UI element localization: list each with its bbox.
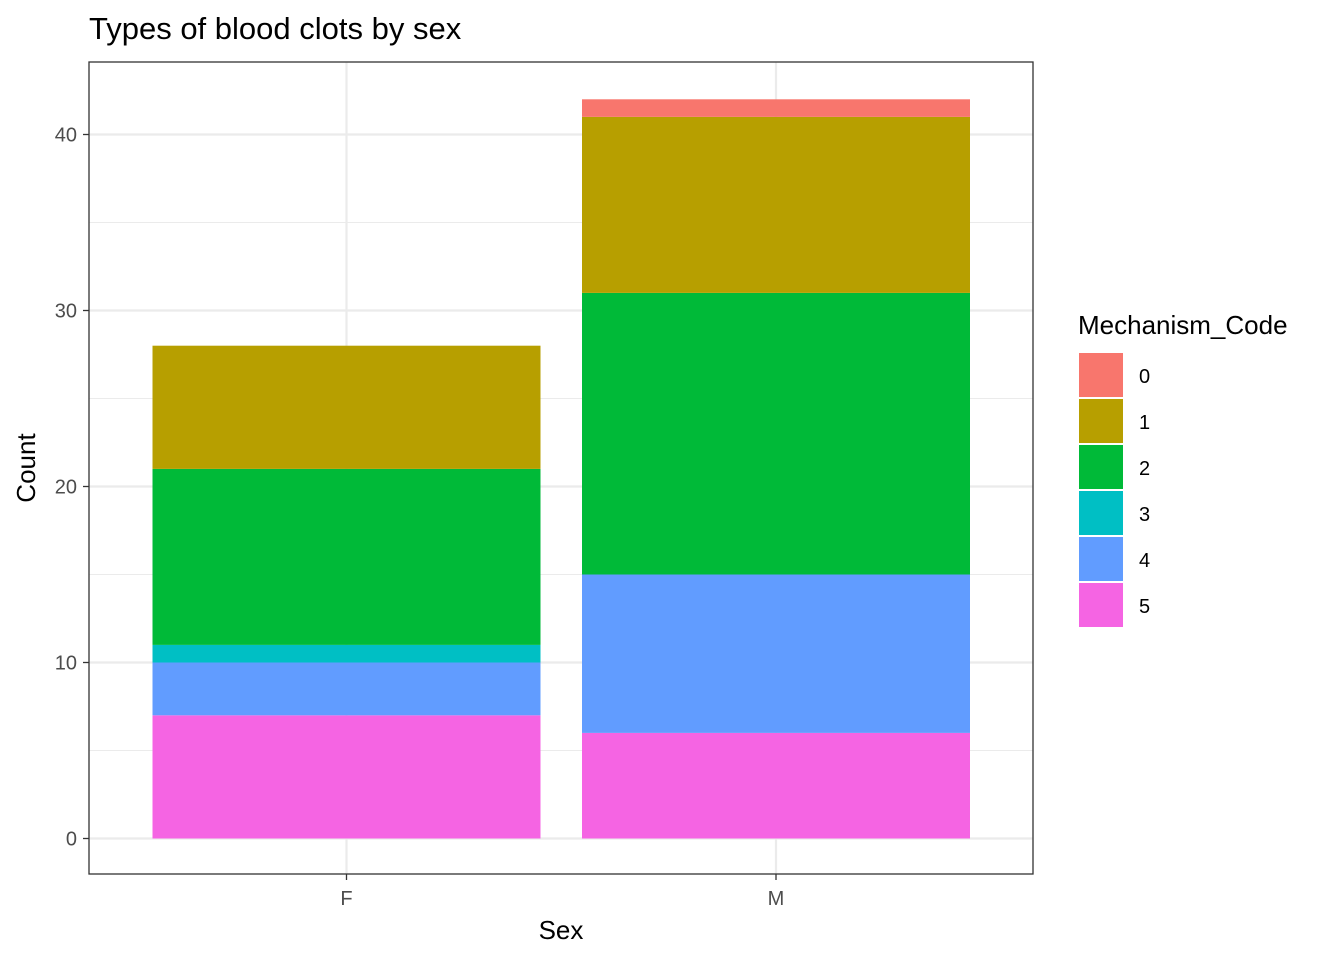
bar-segment-M-5 [582,732,970,839]
chart-title: Types of blood clots by sex [89,11,462,46]
bars-layer [152,99,970,839]
bar-segment-F-4 [152,662,541,716]
legend-key-1 [1079,399,1123,443]
y-tick-label: 0 [66,829,77,851]
bar-segment-M-0 [582,99,970,117]
y-tick-label: 20 [55,477,77,499]
y-axis-title: Count [11,433,41,503]
x-axis-title: Sex [539,915,584,945]
bar-segment-M-2 [582,292,970,575]
bar-segment-F-2 [152,468,541,645]
legend-label-1: 1 [1139,412,1150,434]
y-tick-label: 30 [55,301,77,323]
x-tick-label-F: F [340,888,352,910]
legend-key-3 [1079,491,1123,535]
legend-label-0: 0 [1139,366,1150,388]
x-tick-label-M: M [768,888,785,910]
legend-label-2: 2 [1139,458,1150,480]
legend-key-4 [1079,537,1123,581]
legend-key-0 [1079,353,1123,397]
legend-label-4: 4 [1139,550,1150,572]
y-tick-label: 10 [55,653,77,675]
bar-segment-M-4 [582,574,970,733]
legend-key-5 [1079,583,1123,627]
legend-label-5: 5 [1139,596,1150,618]
legend-title: Mechanism_Code [1078,310,1288,340]
bar-segment-F-5 [152,715,541,839]
legend: Mechanism_Code 0 1 2 3 4 5 [1078,310,1288,627]
legend-label-3: 3 [1139,504,1150,526]
bar-segment-F-1 [152,345,541,469]
bar-segment-M-1 [582,116,970,293]
bar-segment-F-3 [152,644,541,663]
axis-layer: 0 10 20 30 40 F M [55,125,785,911]
legend-key-2 [1079,445,1123,489]
panel-border [88,61,1034,875]
y-tick-label: 40 [55,125,77,147]
